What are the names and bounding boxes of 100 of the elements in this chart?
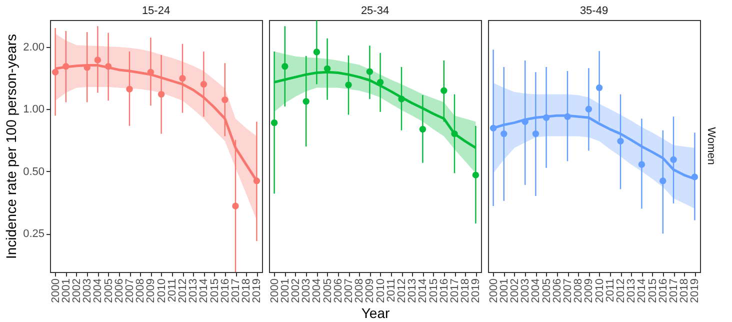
- point: [440, 87, 448, 94]
- point: [376, 78, 384, 86]
- y-tick-label: 2.00: [23, 41, 44, 54]
- point: [585, 106, 592, 113]
- point: [638, 161, 646, 168]
- x-tick-label: 2002: [290, 278, 302, 303]
- point: [94, 56, 102, 64]
- x-tick-label: 2014: [198, 278, 210, 303]
- point: [522, 118, 528, 126]
- chart-title: 35-49: [580, 5, 608, 17]
- x-tick-label: 2005: [322, 278, 334, 303]
- x-tick-label: 2008: [572, 278, 585, 303]
- chart-title: 15-24: [142, 5, 170, 17]
- x-tick-label: 2007: [343, 278, 355, 303]
- x-tick-label: 2004: [530, 278, 542, 303]
- x-tick-label: 2011: [604, 278, 616, 302]
- point: [104, 63, 112, 70]
- x-tick-label: 2013: [406, 278, 419, 303]
- y-tick-label: 0.50: [23, 166, 44, 178]
- y-axis-title: Incidence rate per 100 person-years: [3, 34, 20, 259]
- x-tick-label: 2013: [626, 278, 638, 303]
- x-tick-label: 2013: [188, 278, 200, 303]
- x-tick-label: 2015: [208, 278, 221, 303]
- x-tick-label: 2009: [364, 278, 376, 303]
- x-tick-label: 2014: [417, 278, 430, 303]
- x-tick-label: 2019: [470, 278, 482, 303]
- x-tick-label: 2003: [520, 278, 532, 303]
- x-tick-label: 2001: [279, 278, 292, 303]
- point: [52, 68, 59, 76]
- point: [596, 84, 603, 92]
- y-tick-label: 0.25: [23, 228, 44, 240]
- x-axis-title: Year: [361, 304, 390, 321]
- x-tick-label: 2000: [50, 278, 62, 303]
- x-tick-label: 2000: [268, 278, 281, 303]
- point: [302, 98, 310, 105]
- point: [158, 90, 165, 98]
- x-tick-label: 2012: [615, 278, 627, 303]
- point: [282, 63, 288, 70]
- chart-title: 25-34: [360, 5, 390, 17]
- x-tick-label: 2003: [82, 278, 94, 303]
- x-tick-label: 2001: [60, 278, 72, 303]
- y-tick-label: 1.00: [23, 104, 44, 116]
- x-tick-label: 2019: [251, 278, 264, 303]
- point: [179, 74, 186, 82]
- x-tick-label: 2009: [145, 278, 158, 303]
- x-tick-label: 2009: [583, 278, 596, 303]
- x-tick-label: 2001: [498, 278, 510, 303]
- point: [253, 177, 260, 184]
- x-tick-label: 2007: [124, 278, 136, 303]
- x-tick-label: 2002: [509, 278, 521, 303]
- x-tick-label: 2005: [540, 278, 553, 303]
- x-tick-label: 2010: [594, 278, 606, 303]
- x-tick-label: 2019: [689, 278, 702, 303]
- point: [691, 174, 698, 180]
- x-tick-label: 2002: [71, 278, 83, 303]
- point: [660, 177, 666, 184]
- point: [222, 96, 228, 104]
- point: [345, 82, 352, 88]
- x-tick-label: 2010: [156, 278, 168, 303]
- x-tick-label: 2008: [354, 278, 366, 303]
- point: [419, 126, 426, 133]
- x-tick-label: 2011: [385, 278, 398, 302]
- point: [270, 119, 278, 126]
- point: [617, 138, 624, 145]
- x-tick-label: 2015: [428, 278, 440, 303]
- x-tick-label: 2007: [562, 278, 574, 303]
- point: [564, 113, 571, 120]
- x-tick-label: 2005: [102, 278, 115, 303]
- point: [500, 130, 508, 138]
- point: [670, 156, 677, 163]
- point: [62, 63, 70, 70]
- x-tick-label: 2015: [646, 278, 659, 303]
- x-tick-label: 2018: [678, 278, 691, 303]
- point: [532, 130, 540, 138]
- point: [542, 114, 550, 121]
- x-tick-label: 2018: [460, 278, 472, 303]
- x-tick-label: 2014: [636, 278, 648, 303]
- x-tick-label: 2018: [240, 278, 253, 303]
- x-tick-label: 2016: [657, 278, 670, 303]
- x-tick-label: 2016: [219, 278, 232, 303]
- x-tick-label: 2011: [166, 278, 178, 302]
- x-tick-label: 2017: [230, 278, 242, 303]
- x-tick-label: 2006: [113, 278, 126, 303]
- x-tick-label: 2012: [396, 278, 408, 303]
- x-tick-label: 2000: [488, 278, 500, 303]
- point: [451, 130, 458, 138]
- x-tick-label: 2017: [668, 278, 680, 303]
- point: [313, 48, 320, 56]
- x-tick-label: 2008: [134, 278, 147, 303]
- point: [490, 124, 497, 132]
- point: [398, 96, 405, 102]
- point: [126, 86, 133, 92]
- x-tick-label: 2003: [300, 278, 313, 303]
- x-tick-label: 2017: [449, 278, 461, 303]
- x-tick-label: 2006: [551, 278, 564, 303]
- text: Women: [705, 127, 717, 165]
- x-tick-label: 2004: [92, 278, 104, 303]
- point: [200, 80, 208, 88]
- x-tick-label: 2004: [311, 278, 324, 303]
- point: [366, 68, 374, 75]
